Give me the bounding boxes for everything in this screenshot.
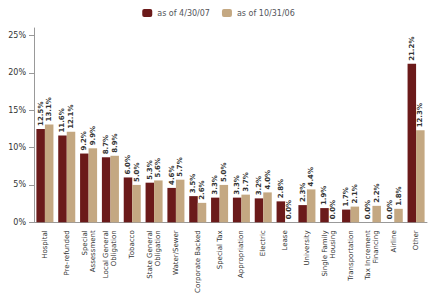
svg-text:0%: 0% — [13, 218, 26, 227]
svg-text:5.0%: 5.0% — [133, 163, 141, 182]
svg-text:4.6%: 4.6% — [168, 165, 176, 184]
svg-text:13.1%: 13.1% — [45, 97, 53, 121]
svg-text:10%: 10% — [8, 143, 26, 152]
svg-text:3.7%: 3.7% — [242, 172, 250, 191]
svg-text:0.0%: 0.0% — [285, 200, 293, 219]
svg-text:21.2%: 21.2% — [408, 37, 416, 61]
svg-text:20%: 20% — [8, 68, 26, 77]
svg-text:Pre-refunded: Pre-refunded — [63, 230, 71, 275]
svg-text:12.1%: 12.1% — [67, 105, 75, 129]
svg-text:2.2%: 2.2% — [373, 183, 381, 202]
svg-text:Single Family: Single Family — [321, 230, 329, 276]
svg-text:1.8%: 1.8% — [395, 186, 403, 205]
svg-text:Financing: Financing — [372, 230, 380, 263]
svg-text:0.0%: 0.0% — [386, 200, 394, 219]
svg-text:Local General: Local General — [102, 230, 110, 278]
svg-text:Tax Increment: Tax Increment — [364, 230, 372, 281]
svg-text:3.2%: 3.2% — [255, 176, 263, 195]
svg-text:Obligation: Obligation — [154, 230, 162, 266]
svg-text:Corporate Backed: Corporate Backed — [194, 230, 202, 293]
svg-text:Special Tax: Special Tax — [216, 230, 224, 269]
svg-text:Hospital: Hospital — [41, 230, 49, 259]
svg-text:2.1%: 2.1% — [351, 184, 359, 203]
svg-text:Obligation: Obligation — [110, 230, 118, 266]
svg-text:2.8%: 2.8% — [277, 179, 285, 198]
svg-text:4.0%: 4.0% — [264, 170, 272, 189]
svg-text:15%: 15% — [8, 106, 26, 115]
svg-text:Lease: Lease — [281, 230, 289, 250]
svg-text:5%: 5% — [13, 180, 26, 189]
svg-text:Appropriation: Appropriation — [237, 230, 245, 278]
svg-text:Housing: Housing — [329, 230, 337, 258]
svg-text:2.6%: 2.6% — [198, 180, 206, 199]
svg-text:1.7%: 1.7% — [342, 187, 350, 206]
svg-text:Special: Special — [81, 230, 89, 255]
svg-text:Assessment: Assessment — [89, 230, 97, 272]
svg-text:6.0%: 6.0% — [124, 155, 132, 174]
svg-text:3.3%: 3.3% — [233, 175, 241, 194]
svg-text:3.3%: 3.3% — [211, 175, 219, 194]
svg-text:8.7%: 8.7% — [102, 135, 110, 154]
svg-text:0.0%: 0.0% — [329, 200, 337, 219]
svg-text:11.6%: 11.6% — [58, 108, 66, 132]
svg-text:University: University — [303, 230, 311, 265]
svg-text:Other: Other — [412, 230, 420, 250]
svg-text:5.6%: 5.6% — [154, 158, 162, 177]
svg-text:Transportation: Transportation — [347, 230, 355, 282]
svg-text:5.0%: 5.0% — [220, 163, 228, 182]
svg-text:Electric: Electric — [259, 230, 267, 256]
svg-text:0.0%: 0.0% — [364, 200, 372, 219]
svg-text:4.4%: 4.4% — [307, 167, 315, 186]
svg-text:5.3%: 5.3% — [146, 160, 154, 179]
svg-text:25%: 25% — [8, 31, 26, 40]
svg-text:9.2%: 9.2% — [80, 131, 88, 150]
svg-text:2.3%: 2.3% — [299, 183, 307, 202]
svg-text:5.7%: 5.7% — [176, 157, 184, 176]
svg-text:as of 4/30/07: as of 4/30/07 — [157, 9, 210, 18]
svg-text:12.3%: 12.3% — [416, 103, 424, 127]
svg-text:1.9%: 1.9% — [320, 186, 328, 205]
svg-text:9.9%: 9.9% — [89, 126, 97, 145]
svg-text:as of 10/31/06: as of 10/31/06 — [237, 9, 295, 18]
svg-text:Tobacco: Tobacco — [128, 230, 136, 259]
svg-text:12.5%: 12.5% — [37, 102, 45, 126]
svg-text:3.5%: 3.5% — [189, 174, 197, 193]
svg-text:State General: State General — [146, 230, 154, 278]
svg-text:Water/Sewer: Water/Sewer — [172, 230, 180, 275]
svg-text:Airline: Airline — [390, 230, 398, 252]
svg-text:8.9%: 8.9% — [111, 133, 119, 152]
